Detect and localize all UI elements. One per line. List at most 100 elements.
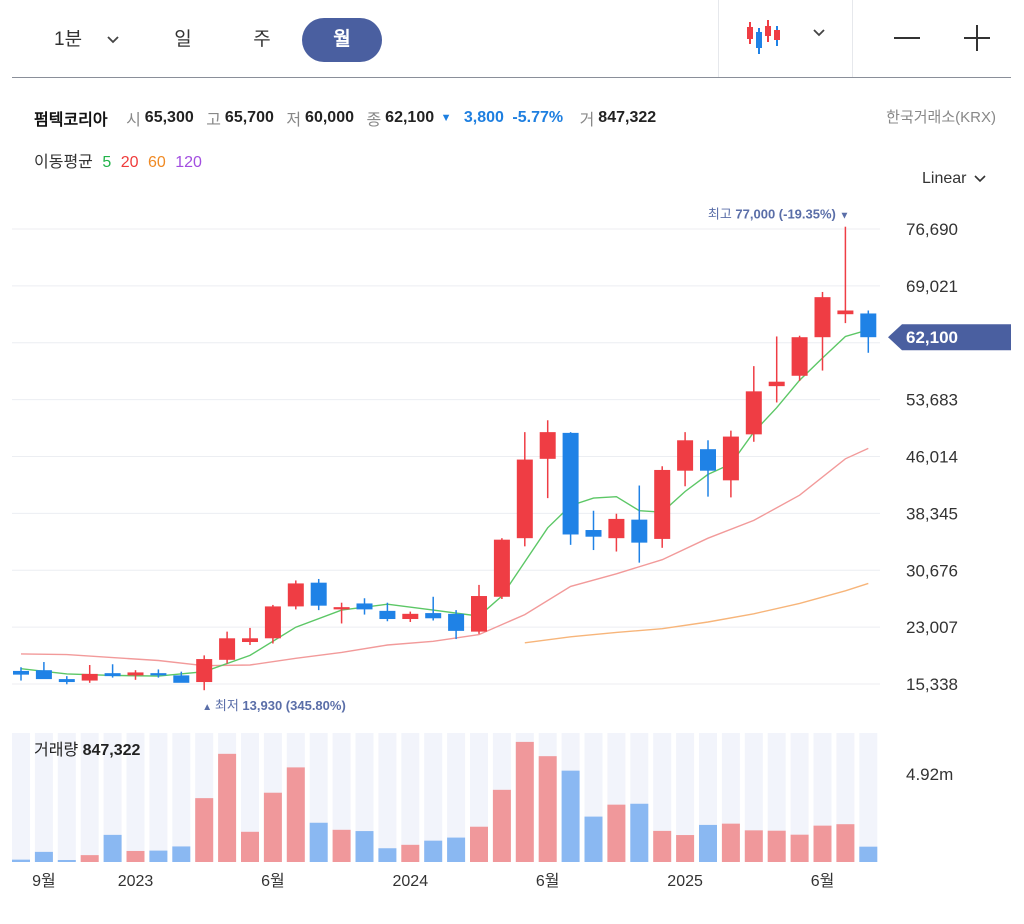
volume-bar bbox=[813, 825, 832, 862]
scale-selector[interactable]: Linear bbox=[922, 170, 987, 188]
max-price-marker: 최고 77,000 (-19.35%) ▼ bbox=[708, 207, 850, 222]
low-price: 60,000 bbox=[305, 109, 354, 126]
volume-column-bg bbox=[12, 733, 30, 862]
candle-body bbox=[219, 638, 236, 660]
toolbar-divider bbox=[718, 0, 719, 77]
price-chart[interactable]: 15,338 23,007 30,676 38,345 46,014 53,683 69,0… bbox=[0, 190, 1024, 924]
open-price: 65,300 bbox=[144, 109, 194, 126]
candle-body bbox=[58, 679, 75, 683]
volume-bar bbox=[538, 756, 557, 862]
volume-bars bbox=[12, 741, 878, 862]
volume-bar bbox=[57, 860, 76, 862]
ma-legend-label: 이동평균 bbox=[34, 154, 93, 171]
volume-column-bg bbox=[767, 733, 786, 862]
zoom-in-button[interactable] bbox=[960, 20, 992, 56]
candle-body bbox=[516, 459, 533, 539]
candle-body bbox=[196, 659, 213, 683]
candlestick-icon[interactable] bbox=[744, 18, 784, 56]
max-price-label: 최고 77,000 (-19.35%) ▼ bbox=[708, 207, 850, 222]
volume-column-bg bbox=[355, 733, 374, 862]
low-label: 저 bbox=[286, 112, 302, 129]
chart-type-dropdown-chevron-icon[interactable] bbox=[812, 22, 826, 45]
ma-60-line bbox=[524, 582, 869, 644]
candle-body bbox=[35, 670, 52, 680]
candle-body bbox=[608, 518, 625, 539]
volume-column-bg bbox=[172, 733, 191, 862]
candle-body bbox=[242, 638, 258, 643]
volume-bar bbox=[470, 826, 488, 862]
volume-bar bbox=[836, 824, 855, 862]
candle-body bbox=[791, 337, 808, 376]
candle-body bbox=[860, 313, 877, 338]
volume-bar bbox=[195, 798, 214, 862]
candle-body bbox=[264, 606, 281, 639]
change-down-arrow-icon: ▼ bbox=[440, 112, 452, 124]
candle-body bbox=[471, 596, 487, 632]
candle-body bbox=[631, 519, 648, 543]
volume-bar bbox=[699, 824, 717, 862]
volume-column-bg bbox=[57, 733, 76, 862]
candle-body bbox=[310, 582, 327, 606]
scale-label: Linear bbox=[922, 170, 967, 187]
volume-bar bbox=[12, 859, 30, 862]
price-change: 3,800 bbox=[463, 109, 504, 126]
volume-column-bg bbox=[126, 733, 145, 862]
volume-bar bbox=[332, 829, 351, 862]
volume-bar bbox=[241, 831, 259, 862]
volume-bar bbox=[424, 840, 443, 862]
high-price: 65,700 bbox=[224, 109, 274, 126]
x-axis-tick-label: 6월 bbox=[536, 872, 560, 890]
volume-max-label: 4.92m bbox=[906, 765, 953, 784]
candle-body bbox=[700, 449, 716, 471]
candle-body bbox=[539, 432, 556, 459]
volume-bar bbox=[515, 741, 534, 862]
timeframe-1min-label: 1분 bbox=[54, 29, 83, 50]
chevron-down-icon bbox=[106, 18, 120, 80]
volume-column-bg bbox=[378, 733, 397, 862]
volume-bar bbox=[126, 850, 145, 862]
zoom-out-button[interactable] bbox=[892, 20, 922, 56]
volume-bar bbox=[859, 846, 878, 862]
timeframe-week-tab[interactable]: 주 bbox=[253, 29, 271, 50]
volume-column-bg bbox=[80, 733, 99, 862]
candle-body bbox=[768, 381, 785, 387]
toolbar-divider-line bbox=[12, 77, 1011, 78]
candles bbox=[13, 226, 877, 691]
volume-column-bg bbox=[790, 733, 809, 862]
quote-info-bar: 펌텍코리아 시 65,300 고 65,700 저 60,000 종 62,100 ▼ … bbox=[34, 106, 1004, 130]
timeframe-1min-dropdown[interactable]: 1분 bbox=[40, 18, 130, 62]
high-label: 고 bbox=[206, 112, 221, 129]
volume-column-bg bbox=[744, 733, 763, 862]
candle-body bbox=[745, 391, 762, 435]
candle-body bbox=[287, 583, 304, 607]
volume-bar bbox=[378, 848, 397, 862]
volume-bar bbox=[584, 816, 603, 862]
volume-panel-label: 거래량 847,322 bbox=[34, 741, 141, 759]
timeframe-day-tab[interactable]: 일 bbox=[174, 29, 192, 50]
timeframe-month-tab[interactable]: 월 bbox=[302, 18, 382, 62]
x-axis-tick-label: 2025 bbox=[667, 873, 703, 890]
volume-bar bbox=[630, 803, 649, 862]
volume-column-bg bbox=[676, 733, 695, 862]
volume-column-bg bbox=[424, 733, 443, 862]
last-price-badge bbox=[888, 324, 1011, 351]
candle-body bbox=[493, 539, 510, 597]
candle-body bbox=[13, 670, 29, 675]
volume-bar bbox=[447, 837, 466, 862]
volume-bar bbox=[172, 846, 191, 862]
ma-60-label: 60 bbox=[147, 154, 166, 171]
last-price-tag: 62,100 bbox=[888, 324, 1011, 351]
candle-body bbox=[379, 610, 396, 620]
volume-bar bbox=[149, 850, 168, 862]
candle-body bbox=[402, 613, 419, 620]
y-axis-tick-label: 46,014 bbox=[906, 448, 958, 467]
volume-column-bg bbox=[401, 733, 420, 862]
candle-body bbox=[677, 440, 694, 471]
candle-body bbox=[654, 469, 671, 539]
moving-average-legend[interactable]: 이동평균 5 20 60 120 bbox=[34, 148, 207, 172]
volume-column-bg bbox=[103, 733, 122, 862]
volume-bar bbox=[721, 823, 740, 862]
price-gridlines: 15,338 23,007 30,676 38,345 46,014 53,683 69,0… bbox=[12, 220, 958, 694]
x-axis-labels: 9월 2023 6월 2024 6월 2025 6월 bbox=[32, 872, 834, 890]
volume-bar bbox=[80, 855, 99, 862]
